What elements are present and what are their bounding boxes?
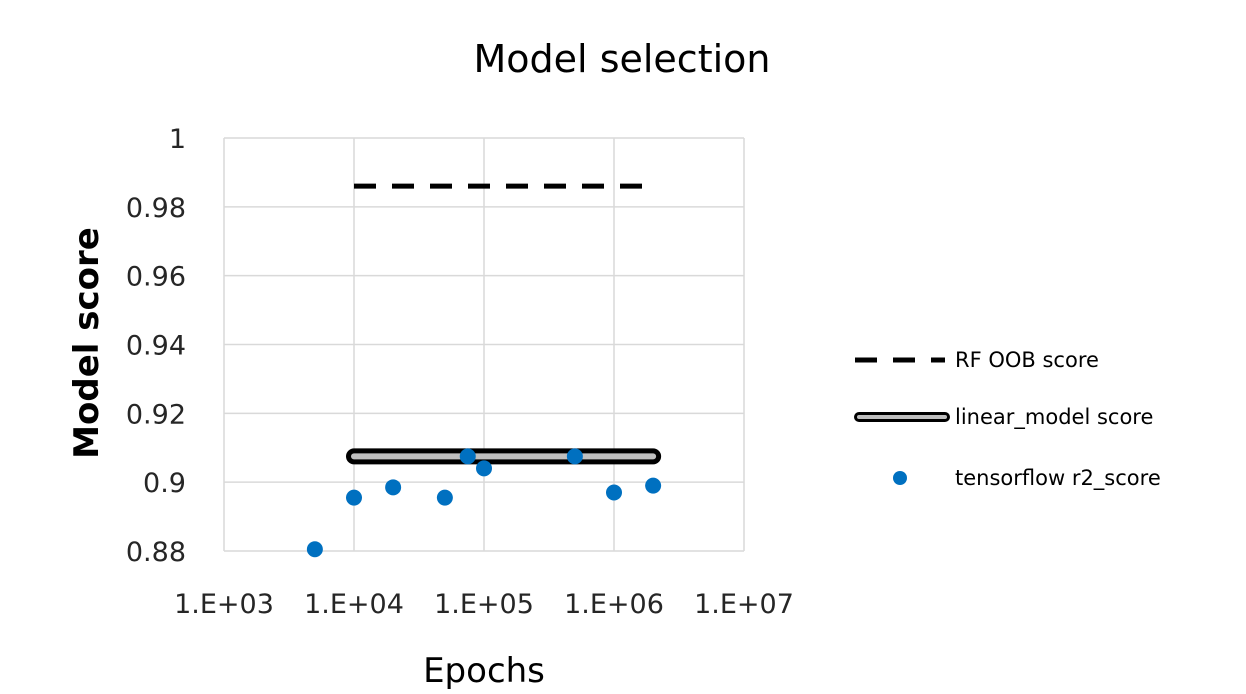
tensorflow-point [645,477,662,494]
x-tick-label: 1.E+05 [434,589,534,620]
legend-label: tensorflow r2_score [955,466,1161,491]
x-tick-labels: 1.E+03 1.E+04 1.E+05 1.E+06 1.E+07 [174,589,794,620]
x-tick-label: 1.E+04 [304,589,404,620]
tensorflow-point [566,448,583,465]
tensorflow-point [346,489,362,506]
grid-lines [223,137,745,552]
x-tick-label: 1.E+07 [694,589,794,620]
legend-swatch-marker [893,471,907,485]
tensorflow-point [606,484,622,501]
y-tick-labels: 0.88 0.9 0.92 0.94 0.96 0.98 1 [126,124,186,568]
legend-label: RF OOB score [955,348,1099,372]
y-tick-label: 0.96 [126,262,186,293]
x-tick-label: 1.E+06 [564,589,664,620]
tensorflow-point [476,460,492,477]
y-tick-label: 1 [169,124,186,155]
tensorflow-point [436,489,453,506]
legend-label: linear_model score [955,405,1153,430]
legend-entry: tensorflow r2_score [893,466,1161,491]
x-axis-title: Epochs [423,651,545,691]
plot-series [306,183,662,558]
y-tick-label: 0.9 [143,468,186,499]
legend-entry: RF OOB score [855,348,1099,372]
y-tick-label: 0.92 [126,399,186,430]
x-tick-label: 1.E+03 [174,589,274,620]
y-axis-title: Model score [67,227,107,459]
y-tick-label: 0.98 [126,193,186,224]
tensorflow-point [385,479,402,496]
y-tick-label: 0.94 [126,331,186,362]
tensorflow-point [306,541,323,558]
y-tick-label: 0.88 [126,537,186,568]
chart-title: Model selection [474,37,771,81]
legend-entry: linear_model score [854,405,1153,430]
tensorflow-point [459,448,476,465]
legend: RF OOB score linear_model score tensorflow… [854,348,1161,491]
